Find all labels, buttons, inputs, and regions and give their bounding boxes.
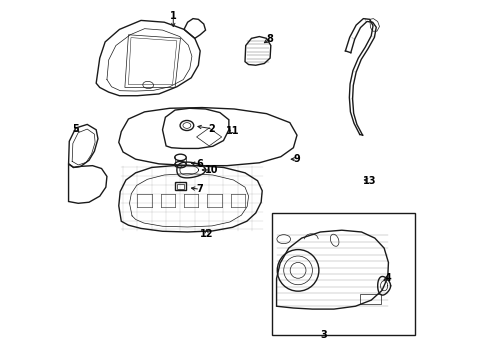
Text: 9: 9 <box>294 154 300 164</box>
Bar <box>272 213 416 335</box>
Text: 1: 1 <box>170 11 177 21</box>
Text: 8: 8 <box>266 35 273 44</box>
Text: 10: 10 <box>205 165 219 175</box>
Bar <box>360 294 381 304</box>
Bar <box>177 184 184 189</box>
Text: 5: 5 <box>73 124 79 134</box>
Text: 2: 2 <box>209 124 216 134</box>
Text: 13: 13 <box>363 176 376 186</box>
Text: 4: 4 <box>385 273 392 283</box>
Text: 3: 3 <box>320 330 327 340</box>
Text: 6: 6 <box>197 159 203 169</box>
Text: 12: 12 <box>200 229 213 239</box>
Text: 7: 7 <box>197 184 203 194</box>
Text: 11: 11 <box>226 126 239 135</box>
